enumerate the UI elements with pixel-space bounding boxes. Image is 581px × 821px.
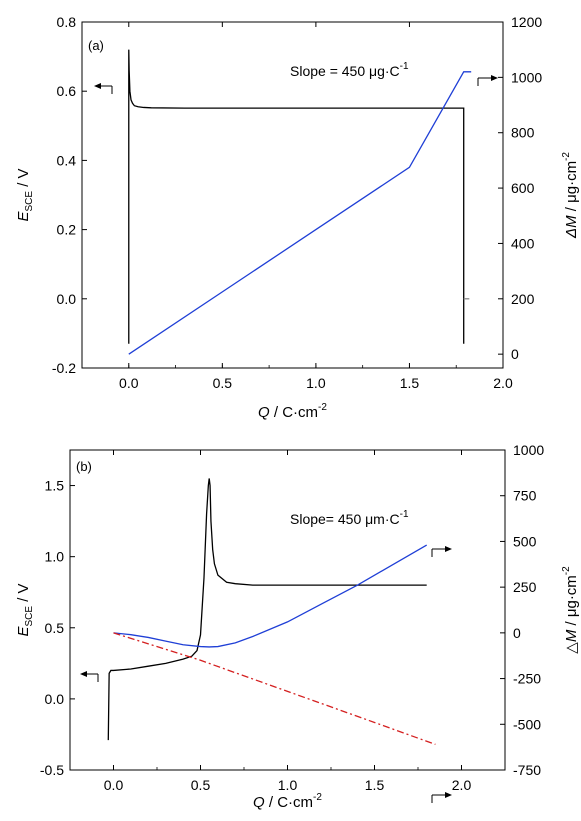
- x-tick-label: 0.0: [104, 777, 124, 793]
- x-tick-label: 0.0: [119, 375, 139, 391]
- y-left-tick-label: 1.5: [45, 478, 65, 494]
- x-tick-label: 2.0: [452, 777, 472, 793]
- x-tick-label: 0.5: [191, 777, 211, 793]
- y-right-axis-title-text: ΔM / μg·cm-2: [561, 152, 580, 239]
- y-left-axis-title-text: ESCE / V: [15, 583, 35, 636]
- y-left-tick-label: 0.0: [57, 291, 77, 307]
- x-tick-label: 2.0: [493, 375, 513, 391]
- y-right-axis-title: △M / μg·cm-2: [561, 566, 580, 654]
- y-right-tick-label: 200: [511, 291, 535, 307]
- y-right-tick-label: 800: [511, 125, 535, 141]
- chart-panel-a: 0.0 0.5 1.0 1.5 2.0 -0.2 0.0 0.2 0.4 0.6 0.8 0 200 40…: [15, 14, 580, 421]
- y-right-tick-label: -500: [513, 716, 541, 732]
- plot-frame: [69, 449, 506, 771]
- right-axis-arrowhead: [491, 75, 498, 81]
- y-left-tick-label: 0.2: [57, 222, 77, 238]
- y-left-tick-label: -0.5: [40, 762, 64, 778]
- right-axis-arrowhead: [445, 546, 452, 552]
- left-axis-arrowhead: [80, 671, 87, 677]
- y-right-tick-label: 600: [511, 180, 535, 196]
- x-axis-title: Q / C·cm-2: [253, 792, 322, 811]
- y-right-tick-label: -250: [513, 671, 541, 687]
- series-line-1: [128, 71, 472, 355]
- y-right-axis-title: ΔM / μg·cm-2: [561, 152, 580, 239]
- y-left-axis-title: ESCE / V: [15, 168, 35, 221]
- y-right-tick-label: 0: [513, 625, 521, 641]
- y-right-tick-label: 1200: [511, 14, 542, 30]
- series-line-0: [107, 478, 427, 741]
- plot-frame: [81, 21, 504, 369]
- x-tick-label: 1.5: [400, 375, 420, 391]
- y-left-tick-label: 0.8: [57, 14, 77, 30]
- y-left-tick-label: -0.2: [52, 360, 76, 376]
- y-left-tick-label: 0.4: [57, 152, 77, 168]
- series-line-2: [113, 632, 436, 746]
- y-right-tick-label: 750: [513, 488, 537, 504]
- y-right-tick-label: 500: [513, 533, 537, 549]
- y-left-tick-label: 0.0: [45, 691, 65, 707]
- y-right-tick-label: 1000: [511, 69, 542, 85]
- y-right-tick-label: 400: [511, 235, 535, 251]
- series-line-0: [128, 49, 465, 344]
- x-tick-label: 1.0: [278, 777, 298, 793]
- right-axis-arrowhead: [445, 792, 452, 798]
- slope-annotation: Slope= 450 μm·C-1: [290, 509, 409, 527]
- y-right-tick-label: 250: [513, 579, 537, 595]
- y-right-axis-title-text: △M / μg·cm-2: [561, 566, 580, 654]
- panel-label: (a): [88, 38, 104, 53]
- x-axis-title: Q / C·cm-2: [258, 402, 327, 421]
- chart-panel-b: 0.0 0.5 1.0 1.5 2.0 -0.5 0.0 0.5 1.0 1.5 -750 -500 -…: [15, 442, 580, 811]
- series-line-1: [113, 544, 428, 648]
- x-tick-label: 1.0: [306, 375, 326, 391]
- y-left-tick-label: 1.0: [45, 549, 65, 565]
- y-right-tick-label: 1000: [513, 442, 544, 458]
- y-right-tick-label: 0: [511, 346, 519, 362]
- y-left-tick-label: 0.6: [57, 83, 77, 99]
- y-left-axis-title: ESCE / V: [15, 583, 35, 636]
- left-axis-arrowhead: [94, 83, 101, 89]
- x-tick-label: 0.5: [213, 375, 233, 391]
- y-right-tick-label: -750: [513, 762, 541, 778]
- slope-annotation: Slope = 450 μg·C-1: [290, 61, 409, 79]
- y-left-tick-label: 0.5: [45, 620, 65, 636]
- x-tick-label: 1.5: [365, 777, 385, 793]
- y-left-axis-title-text: ESCE / V: [15, 168, 35, 221]
- panel-label: (b): [76, 459, 92, 474]
